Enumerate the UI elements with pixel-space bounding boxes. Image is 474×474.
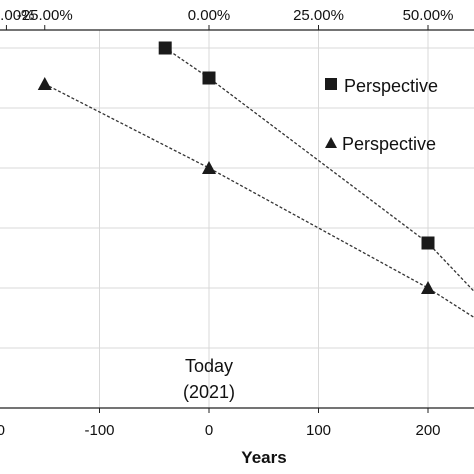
x-tick-label-2: 0 xyxy=(205,422,213,439)
top-tick-label-1: -25.00% xyxy=(17,7,73,24)
legend: Perspective Perspective xyxy=(325,76,438,154)
series-1-point-1 xyxy=(202,71,216,85)
legend-square-marker xyxy=(325,78,337,90)
top-tick-label-0: -50.00% xyxy=(0,7,34,24)
top-tick-label-4: 50.00% xyxy=(403,7,454,24)
x-tick-label-0: -200 xyxy=(0,422,5,439)
series-1-point-2 xyxy=(421,236,435,250)
x-tick-label-3: 100 xyxy=(306,422,331,439)
top-tick-label-3: 25.00% xyxy=(293,7,344,24)
annotation-line-2: (2021) xyxy=(183,382,235,402)
legend-entry-2: Perspective xyxy=(342,134,436,154)
series-1-line xyxy=(164,47,474,293)
series-1-point-0 xyxy=(158,41,172,55)
legend-entry-1: Perspective xyxy=(344,76,438,96)
annotation-line-1: Today xyxy=(185,356,233,376)
grid xyxy=(0,30,474,409)
series-2-line xyxy=(44,83,474,319)
legend-triangle-marker xyxy=(325,137,337,148)
series-2-point-1 xyxy=(202,161,216,174)
series xyxy=(37,41,474,319)
today-annotation: Today (2021) xyxy=(183,356,235,402)
series-2-point-0 xyxy=(37,77,52,90)
series-2-point-2 xyxy=(421,281,435,294)
top-tick-label-2: 0.00% xyxy=(188,7,231,24)
axes: -200 -100 0 100 200 -50.00%-25.00% 0.00% 25.00%… xyxy=(0,7,474,439)
x-tick-label-4: 200 xyxy=(415,422,440,439)
x-tick-label-1: -100 xyxy=(84,422,114,439)
x-axis-title: Years xyxy=(241,448,286,467)
